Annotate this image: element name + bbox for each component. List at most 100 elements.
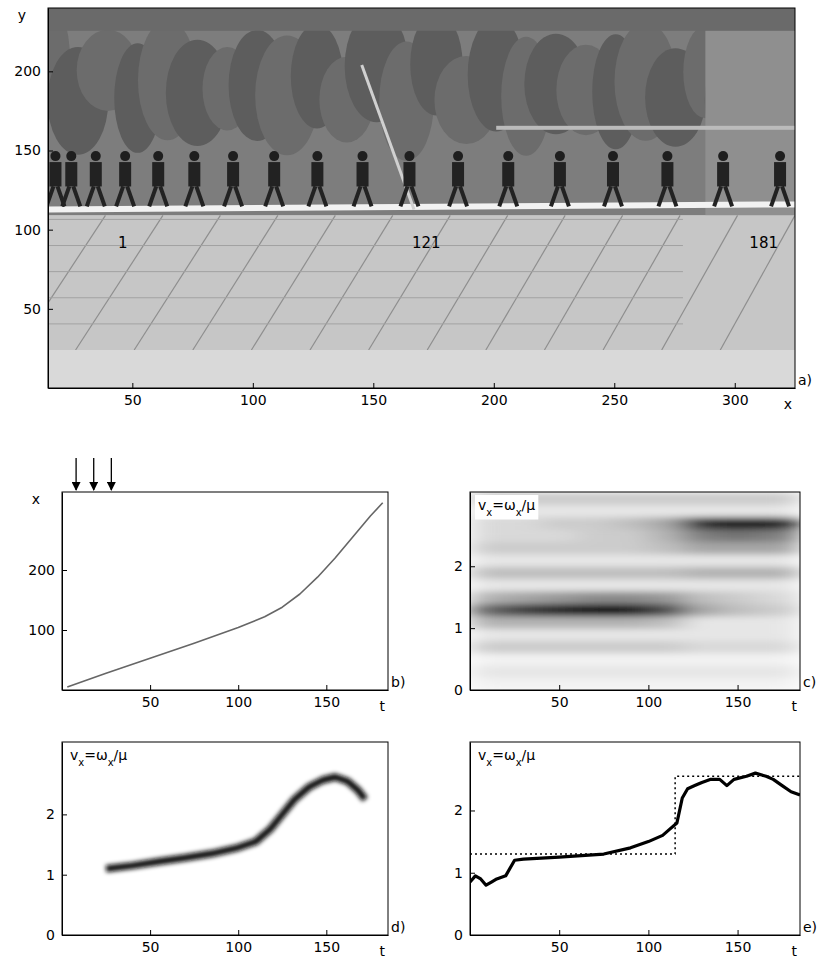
heat-cell xyxy=(470,678,506,690)
heat-cell xyxy=(648,504,684,517)
y-axis-title-group: vx=ωx/μ xyxy=(67,745,130,770)
x-tick: 100 xyxy=(225,685,252,710)
heat-cell xyxy=(541,591,577,604)
heat-cell xyxy=(506,628,542,641)
photo-figure xyxy=(87,151,105,206)
photo-figure-head xyxy=(50,151,60,161)
photo-figure-leg xyxy=(604,186,611,206)
heat-cell xyxy=(577,665,613,678)
photo-figure-body xyxy=(311,162,323,186)
plot-frame xyxy=(62,742,388,935)
photo-figure-leg xyxy=(562,186,569,206)
y-tick-label: 200 xyxy=(28,562,55,578)
panel-label: a) xyxy=(798,372,812,388)
x-tick-label: 250 xyxy=(601,392,628,408)
y-tick-label: 1 xyxy=(454,620,463,636)
heat-cell xyxy=(684,542,720,555)
photo-figure-body xyxy=(452,162,464,186)
photo-figure xyxy=(449,151,467,206)
photo-figure-leg xyxy=(185,186,192,206)
heat-cell xyxy=(506,529,542,542)
y-axis-title: x xyxy=(32,491,40,507)
heat-cell xyxy=(577,616,613,629)
photo-tile-line xyxy=(48,245,683,246)
heat-cell xyxy=(755,628,800,641)
x-tick-mark xyxy=(326,930,327,935)
heat-cell xyxy=(577,542,613,555)
x-tick-label: 50 xyxy=(142,694,160,710)
x-tick-label: 50 xyxy=(551,939,569,955)
photo-figure-body xyxy=(661,162,673,186)
heat-cell xyxy=(470,566,506,579)
heat-cell xyxy=(648,665,684,678)
heat-cell xyxy=(755,678,800,690)
y-axis-line xyxy=(48,9,49,389)
heat-cell xyxy=(613,616,649,629)
photo-figure-leg xyxy=(658,186,665,206)
photo-pole xyxy=(362,65,414,209)
plot-frame xyxy=(48,8,795,388)
x-tick: 50 xyxy=(551,685,569,710)
photo-figure-head xyxy=(775,151,785,161)
photo-figure-leg xyxy=(87,186,94,206)
x-tick-label: 50 xyxy=(142,939,160,955)
heat-cell xyxy=(648,579,684,592)
x-tick-mark xyxy=(648,685,649,690)
x-axis: 50100150 xyxy=(63,930,389,955)
plot-area xyxy=(106,777,365,869)
figure: 5010015020025030050100150200xya)11211815… xyxy=(0,0,829,965)
y-tick-label: 100 xyxy=(14,222,41,238)
heat-cell xyxy=(648,529,684,542)
heat-cell xyxy=(755,603,800,616)
x-axis-line xyxy=(49,388,796,389)
photo-tile-line xyxy=(486,215,565,350)
heat-cell xyxy=(506,579,542,592)
heat-cell xyxy=(470,603,506,616)
heat-cell xyxy=(506,542,542,555)
heat-cell xyxy=(755,542,800,555)
x-axis-title: t xyxy=(792,943,798,959)
photo-figure-body xyxy=(49,162,61,186)
photo-figure-leg xyxy=(160,186,167,206)
x-tick-mark xyxy=(559,930,560,935)
photo-figure-leg xyxy=(615,186,622,206)
heat-cell xyxy=(755,517,800,530)
y-tick-mark xyxy=(48,230,53,231)
x-tick-label: 100 xyxy=(225,939,252,955)
heat-cells xyxy=(470,492,800,690)
heat-cell xyxy=(470,591,506,604)
y-tick: 2 xyxy=(454,558,475,574)
photo-figure xyxy=(185,151,203,206)
heat-cell xyxy=(720,641,756,654)
photo-figure-head xyxy=(718,151,728,161)
heat-cell xyxy=(613,517,649,530)
arrow xyxy=(75,458,76,490)
x-tick-mark xyxy=(150,685,151,690)
x-tick-mark xyxy=(648,930,649,935)
y-tick-mark xyxy=(470,690,475,691)
x-axis: 50100150 xyxy=(471,930,801,955)
y-axis-line xyxy=(470,493,471,691)
photo-figure-head xyxy=(358,151,368,161)
heat-cell xyxy=(648,492,684,505)
x-tick: 250 xyxy=(601,383,628,408)
x-axis-line xyxy=(63,935,389,936)
panel-label: e) xyxy=(803,919,817,935)
photo-trees xyxy=(48,8,795,215)
series-line xyxy=(106,777,365,869)
y-tick-label: 2 xyxy=(454,558,463,574)
x-tick-mark xyxy=(238,685,239,690)
heat-cell xyxy=(755,566,800,579)
x-tick-mark xyxy=(373,383,374,388)
x-tick-mark xyxy=(738,930,739,935)
x-tick-mark xyxy=(494,383,495,388)
y-tick-mark xyxy=(62,935,67,936)
heat-cell xyxy=(613,628,649,641)
y-tick-label: 1 xyxy=(46,867,55,883)
y-axis-title: vx=ωx/μ xyxy=(478,497,535,518)
heat-cell xyxy=(541,641,577,654)
heat-cell xyxy=(755,504,800,517)
heat-cell xyxy=(541,554,577,567)
y-axis: 012 xyxy=(454,743,475,943)
photo-roof xyxy=(496,126,795,130)
